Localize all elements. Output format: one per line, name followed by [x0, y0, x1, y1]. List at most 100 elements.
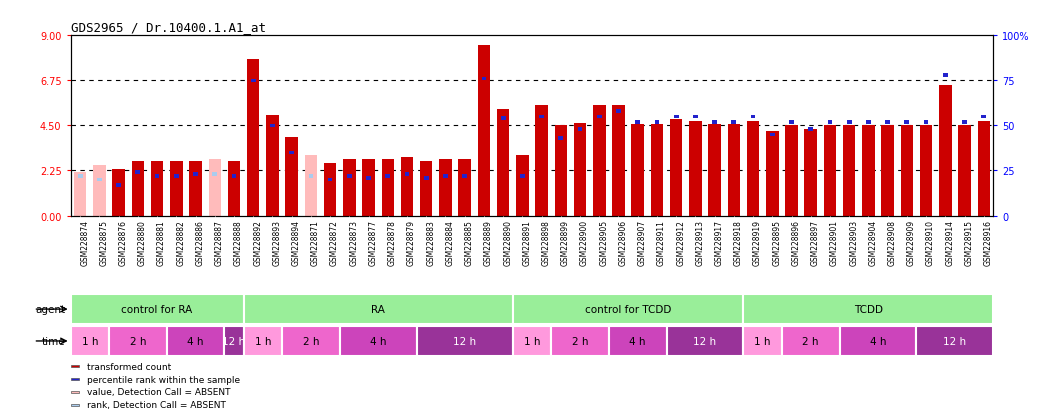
- Text: GSM228917: GSM228917: [714, 220, 723, 266]
- Bar: [500, 117, 506, 121]
- Text: 1 h: 1 h: [82, 336, 98, 346]
- Bar: [74, 172, 86, 216]
- Bar: [943, 74, 948, 78]
- Bar: [732, 121, 736, 124]
- Bar: [224, 326, 244, 356]
- Bar: [804, 130, 817, 216]
- Bar: [244, 294, 513, 324]
- Bar: [513, 326, 551, 356]
- Bar: [167, 326, 224, 356]
- Bar: [362, 160, 375, 216]
- Text: 1 h: 1 h: [755, 336, 771, 346]
- Bar: [770, 133, 774, 137]
- Text: GSM228897: GSM228897: [811, 220, 820, 266]
- Text: 2 h: 2 h: [303, 336, 319, 346]
- Text: GSM228873: GSM228873: [350, 220, 358, 266]
- Bar: [151, 162, 163, 216]
- Text: GSM228874: GSM228874: [80, 220, 89, 266]
- Bar: [750, 115, 756, 119]
- Bar: [366, 176, 371, 180]
- Text: transformed count: transformed count: [87, 362, 171, 371]
- Bar: [347, 175, 352, 178]
- Text: 12 h: 12 h: [693, 336, 716, 346]
- Text: GSM228876: GSM228876: [118, 220, 128, 266]
- Bar: [847, 121, 851, 124]
- Text: GSM228900: GSM228900: [580, 220, 589, 266]
- Bar: [840, 326, 917, 356]
- Text: GSM228888: GSM228888: [234, 220, 243, 266]
- Bar: [213, 173, 217, 176]
- Text: GSM228915: GSM228915: [964, 220, 974, 266]
- Bar: [978, 122, 990, 216]
- Text: GSM228901: GSM228901: [830, 220, 839, 266]
- Text: 2 h: 2 h: [572, 336, 589, 346]
- Text: 2 h: 2 h: [802, 336, 819, 346]
- Text: GSM228913: GSM228913: [695, 220, 705, 266]
- Text: GSM228905: GSM228905: [599, 220, 608, 266]
- Bar: [304, 156, 318, 216]
- Text: 1 h: 1 h: [524, 336, 540, 346]
- Text: 12 h: 12 h: [454, 336, 476, 346]
- Bar: [324, 164, 336, 216]
- Bar: [189, 162, 201, 216]
- Bar: [482, 78, 486, 81]
- Bar: [71, 378, 79, 380]
- Text: 12 h: 12 h: [222, 336, 246, 346]
- Text: GSM228906: GSM228906: [619, 220, 628, 266]
- Bar: [655, 121, 659, 124]
- Bar: [516, 156, 528, 216]
- Bar: [670, 120, 682, 216]
- Bar: [617, 110, 621, 114]
- Bar: [558, 137, 564, 140]
- Text: GSM228895: GSM228895: [772, 220, 782, 266]
- Bar: [920, 126, 932, 216]
- Bar: [843, 126, 855, 216]
- Bar: [743, 326, 782, 356]
- Bar: [308, 175, 313, 178]
- Bar: [789, 121, 794, 124]
- Text: GSM228884: GSM228884: [445, 220, 455, 266]
- Text: GSM228894: GSM228894: [292, 220, 301, 266]
- Text: time: time: [42, 336, 65, 346]
- Bar: [863, 126, 875, 216]
- Text: control for RA: control for RA: [121, 304, 193, 314]
- Bar: [782, 326, 840, 356]
- Bar: [497, 110, 510, 216]
- Bar: [551, 326, 609, 356]
- Bar: [193, 173, 198, 176]
- Bar: [290, 151, 294, 155]
- Text: GSM228896: GSM228896: [792, 220, 800, 266]
- Bar: [93, 166, 106, 216]
- Bar: [824, 126, 837, 216]
- Bar: [693, 115, 698, 119]
- Bar: [743, 294, 993, 324]
- Text: GSM228899: GSM228899: [561, 220, 570, 266]
- Text: GSM228916: GSM228916: [984, 220, 992, 266]
- Text: rank, Detection Call = ABSENT: rank, Detection Call = ABSENT: [87, 400, 225, 409]
- Text: GSM228877: GSM228877: [368, 220, 378, 266]
- Bar: [924, 121, 928, 124]
- Bar: [424, 176, 429, 180]
- Bar: [885, 121, 890, 124]
- Bar: [635, 121, 640, 124]
- Text: GSM228883: GSM228883: [427, 220, 435, 266]
- Text: GSM228891: GSM228891: [522, 220, 531, 266]
- Text: GSM228885: GSM228885: [465, 220, 473, 266]
- Text: agent: agent: [35, 304, 65, 314]
- Bar: [285, 138, 298, 216]
- Bar: [746, 122, 760, 216]
- Bar: [385, 175, 390, 178]
- Bar: [554, 126, 567, 216]
- Bar: [132, 162, 144, 216]
- Bar: [513, 294, 743, 324]
- Bar: [477, 46, 490, 216]
- Bar: [443, 175, 447, 178]
- Text: GSM228912: GSM228912: [676, 220, 685, 266]
- Bar: [136, 171, 140, 175]
- Bar: [881, 126, 894, 216]
- Text: 2 h: 2 h: [130, 336, 146, 346]
- Bar: [251, 79, 255, 83]
- Bar: [174, 175, 179, 178]
- Bar: [244, 326, 282, 356]
- Text: control for TCDD: control for TCDD: [584, 304, 672, 314]
